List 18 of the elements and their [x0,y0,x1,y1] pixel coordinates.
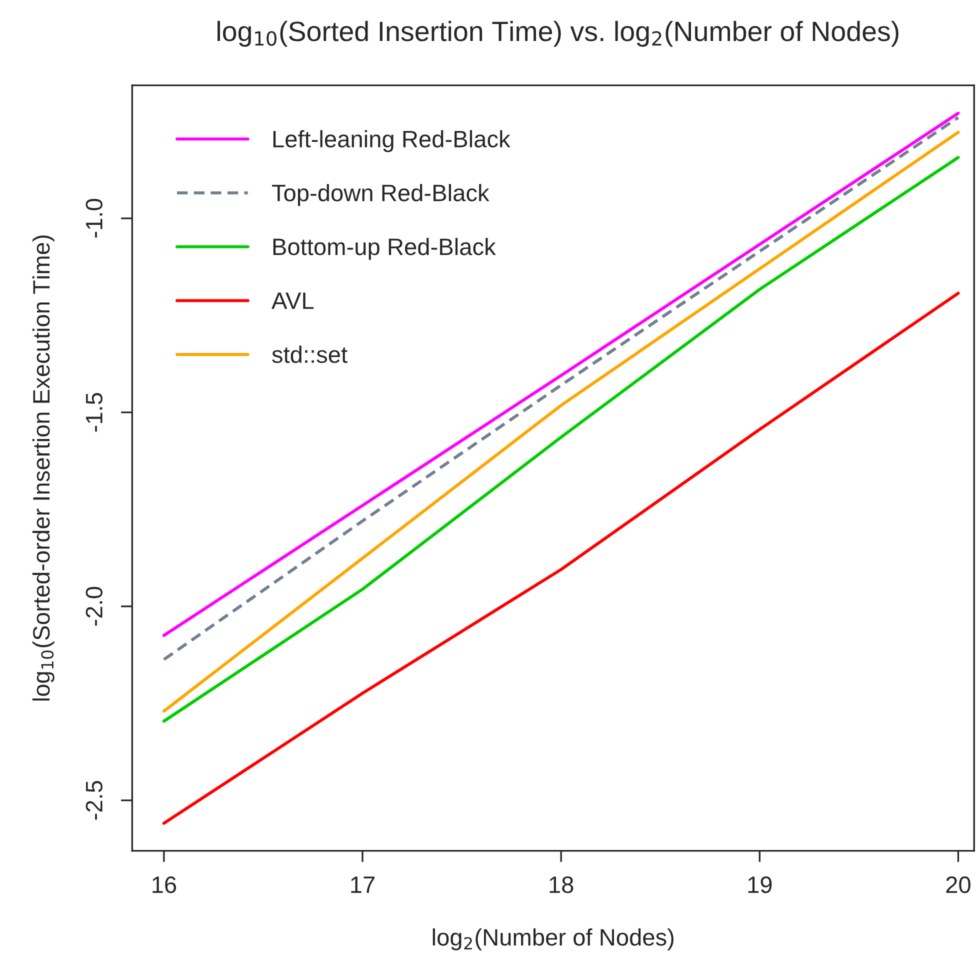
x-tick-label: 16 [152,876,176,894]
legend-label: AVL [272,292,314,309]
legend-label: Top-down Red-Black [272,184,490,206]
y-axis-title: log$_{10}$(Sorted-order Insertion Execution Time) [32,236,54,701]
x-tick-label: 18 [550,876,574,894]
chart-title: log$_{10}$(Sorted Insertion Time) vs. log$_{2}$(Number of Nodes) [218,20,898,47]
line-series [162,292,960,825]
y-tick-label: -2.0 [86,586,102,626]
x-tick-label: 20 [946,876,970,894]
y-tick-label: -1.0 [86,198,102,238]
y-tick-label: -2.5 [86,780,102,820]
legend-label: Left-leaning Red-Black [273,130,510,152]
x-tick-label: 19 [748,876,772,894]
x-tick-label: 17 [351,876,374,893]
legend-label: std::set [272,346,348,364]
legend-label: Bottom-up Red-Black [273,238,496,260]
x-axis-title: log$_{2}$(Number of Nodes) [432,928,674,950]
y-tick-label: -1.5 [86,392,102,432]
